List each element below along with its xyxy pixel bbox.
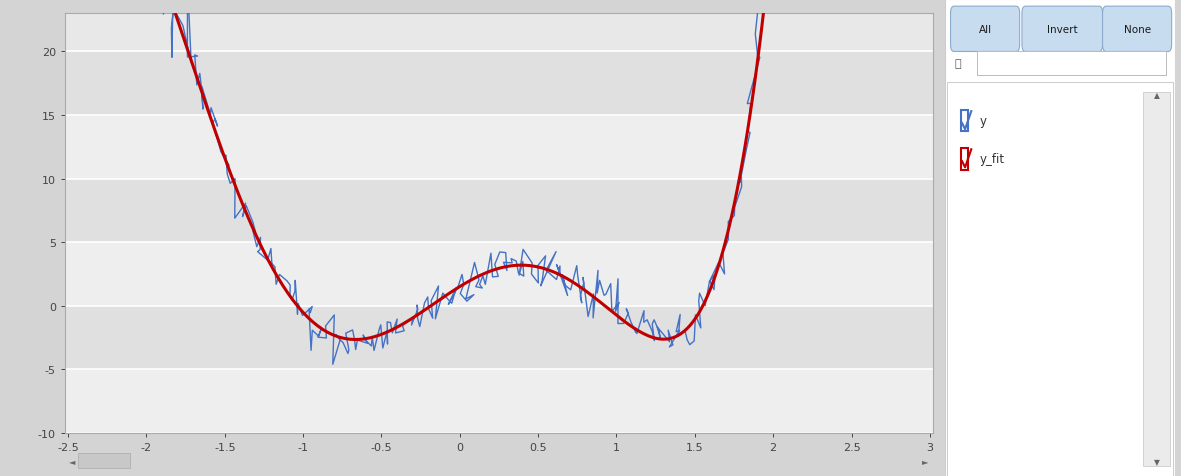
Bar [65,179,933,243]
Bar [65,52,933,116]
Text: ⌕: ⌕ [954,60,960,69]
Bar [1143,93,1170,466]
Text: ◄: ◄ [70,456,76,465]
Text: y_fit: y_fit [979,153,1005,166]
Bar [65,116,933,179]
Text: Invert: Invert [1046,25,1077,35]
Text: ▲: ▲ [1154,91,1160,99]
Text: None: None [1123,25,1150,35]
Bar [977,52,1166,76]
Bar [78,453,130,468]
Bar [961,110,968,132]
Bar [961,149,968,170]
FancyBboxPatch shape [951,7,1019,52]
FancyBboxPatch shape [1022,7,1103,52]
Text: ▼: ▼ [1154,457,1160,466]
Bar [65,370,933,433]
Text: y: y [979,115,986,128]
Bar [65,243,933,306]
Bar [947,83,1173,476]
Text: ►: ► [922,456,928,465]
FancyBboxPatch shape [1103,7,1172,52]
Bar [65,306,933,370]
Text: All: All [979,25,992,35]
